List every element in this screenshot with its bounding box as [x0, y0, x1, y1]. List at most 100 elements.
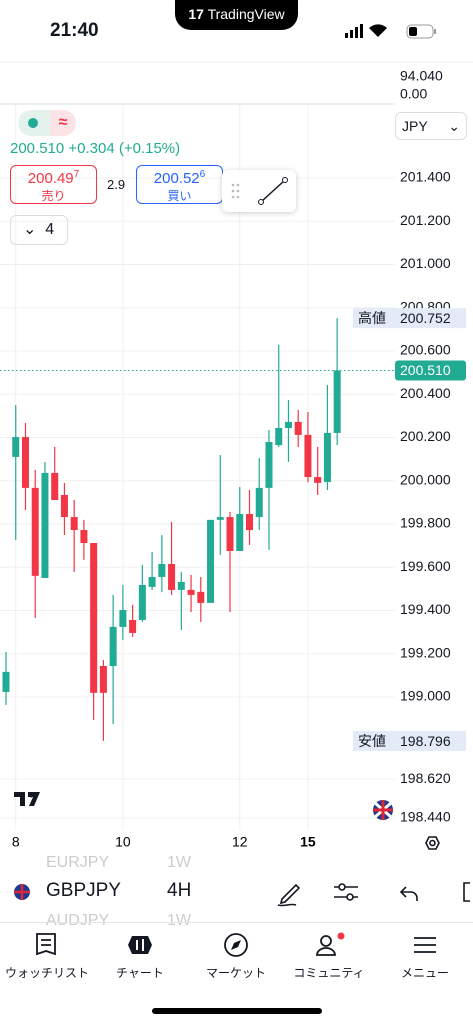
ghost-interval: 1W — [167, 854, 191, 871]
candle-body — [109, 626, 117, 667]
x-tick-label: 15 — [300, 834, 316, 850]
candle-body — [70, 517, 78, 531]
sell-button[interactable]: 200.497 売り — [10, 165, 97, 204]
y-tick-label: 201.200 — [400, 212, 451, 228]
interval[interactable]: 4H — [167, 880, 192, 901]
quote-change: 200.510 +0.304 (+0.15%) — [10, 140, 181, 157]
candle-body — [323, 432, 331, 483]
sell-pip: 7 — [73, 169, 80, 180]
ghost-symbol: EURJPY — [46, 854, 110, 871]
buy-label: 買い — [167, 189, 192, 203]
candle-body — [168, 563, 176, 590]
zero-value: 0.00 — [400, 86, 427, 102]
candle-body — [265, 442, 273, 488]
y-tick-label: 200.400 — [400, 385, 451, 401]
status-pill[interactable]: ≈ — [18, 110, 76, 136]
candle-body — [138, 584, 146, 620]
candle-body — [31, 487, 39, 576]
uk-flag[interactable] — [373, 800, 393, 820]
high-marker-value: 200.752 — [400, 310, 451, 326]
candle-body — [2, 671, 10, 692]
candle-body — [304, 434, 312, 478]
y-tick-label: 198.620 — [400, 770, 451, 786]
candle-body — [21, 437, 29, 488]
y-tick-label: 199.800 — [400, 515, 451, 531]
symbol[interactable]: GBPJPY — [46, 880, 121, 901]
interval-dropdown[interactable]: ⌄ 4 — [10, 215, 68, 245]
candle-body — [314, 477, 322, 483]
currency: JPY — [402, 118, 428, 134]
candle-body — [177, 581, 185, 590]
nav-item[interactable]: コミュニティ — [293, 966, 365, 980]
candle-body — [60, 495, 68, 518]
low-marker-box — [353, 731, 466, 752]
last-price-label: 200.510 — [400, 362, 451, 378]
app-name: TradingView — [207, 6, 285, 22]
spread: 2.9 — [107, 177, 126, 192]
nav-item[interactable]: メニュー — [400, 966, 449, 980]
x-tick-label: 8 — [12, 834, 20, 850]
candle-body — [158, 563, 166, 577]
candle-body — [207, 519, 215, 603]
candle-body — [333, 370, 341, 433]
low-marker-label: 安値 — [358, 733, 386, 749]
candle-body — [129, 619, 137, 633]
buy-price: 200.52 — [153, 170, 200, 187]
y-tick-label: 201.400 — [400, 169, 451, 185]
ghost-interval: 1W — [167, 912, 191, 929]
undo-icon[interactable] — [399, 886, 418, 901]
symbol-flag — [14, 884, 30, 900]
nav-icons — [36, 932, 436, 957]
candle-body — [80, 530, 88, 543]
buy-button[interactable]: 200.526 買い — [136, 165, 223, 204]
fullscreen-icon[interactable] — [463, 882, 470, 902]
nav-item[interactable]: チャート — [116, 966, 164, 980]
candle-body — [90, 543, 98, 693]
ghost-symbol: AUDJPY — [46, 912, 110, 929]
candle-body — [119, 610, 127, 627]
sell-label: 売り — [41, 189, 66, 203]
y-tick-label: 199.400 — [400, 601, 451, 617]
tv-logo — [14, 792, 40, 806]
candle-body — [12, 437, 20, 457]
candle-body — [216, 517, 224, 520]
settings-icon[interactable] — [334, 883, 358, 901]
y-tick-label: 200.000 — [400, 471, 451, 487]
candle-body — [187, 589, 195, 595]
candle-body — [99, 666, 107, 693]
sell-price: 200.49 — [27, 170, 74, 187]
candle-body — [284, 421, 292, 428]
draw-icon[interactable] — [277, 883, 301, 907]
marks: 201.400201.200201.000200.800200.600200.4… — [0, 104, 466, 850]
y-tick-label: 200.200 — [400, 428, 451, 444]
y-tick-label: 199.000 — [400, 688, 451, 704]
high-marker-box — [353, 308, 466, 329]
y-tick-label: 200.600 — [400, 342, 451, 358]
clock: 21:40 — [50, 20, 99, 41]
top-value: 94.040 — [400, 68, 443, 84]
nav-bar: ウォッチリスト チャート マーケット コミュニティ メニュー — [0, 964, 473, 984]
status-icons — [345, 24, 436, 39]
x-tick-label: 10 — [115, 834, 131, 850]
nav-item[interactable]: マーケット — [205, 966, 266, 980]
nav-item[interactable]: ウォッチリスト — [4, 966, 89, 980]
candle-body — [246, 514, 253, 531]
candle-body — [148, 576, 156, 587]
candle-body — [255, 487, 263, 518]
currency-select[interactable]: JPY ⌄ — [395, 112, 467, 140]
candle-body — [197, 591, 205, 603]
y-tick-label: 201.000 — [400, 255, 451, 271]
settings-icon[interactable] — [425, 836, 440, 850]
drawing-widget[interactable] — [222, 170, 296, 212]
candle-body — [236, 514, 244, 551]
candle-body — [51, 472, 59, 500]
chart: 94.040 0.00 201.400201.200201.000200.800… — [0, 61, 473, 850]
x-tick-label: 12 — [232, 834, 248, 850]
candle-body — [275, 427, 283, 446]
last-price-box — [395, 360, 466, 381]
y-tick-label: 199.600 — [400, 558, 451, 574]
candle-body — [41, 472, 49, 579]
low-marker-value: 198.796 — [400, 733, 451, 749]
candle-body — [226, 517, 234, 551]
